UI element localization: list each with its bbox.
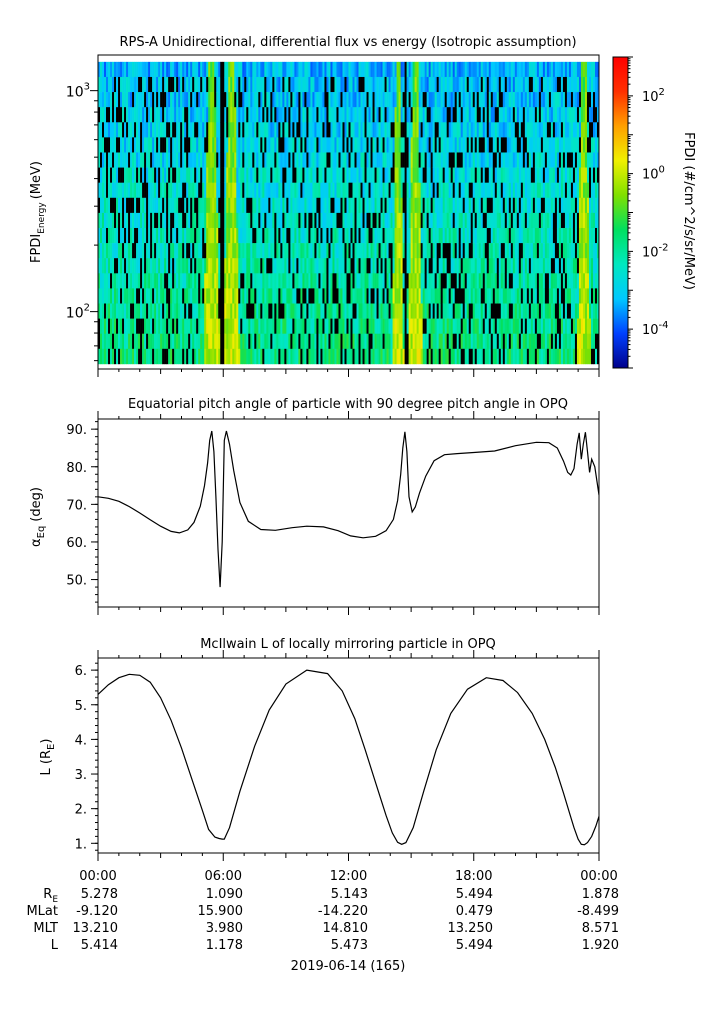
ephemeris-value: 5.278	[81, 887, 118, 902]
ephemeris-value: 8.571	[582, 921, 619, 936]
colorbar-tick-label: 10-2	[642, 242, 669, 260]
ephemeris-value: 3.980	[206, 921, 243, 936]
panel2-ylabel: αEq (deg)	[29, 487, 47, 547]
colorbar-label: FPDI (#/cm^2/s/sr/MeV)	[681, 132, 696, 290]
ephemeris-value: -14.220	[318, 904, 368, 919]
colorbar-tick-label: 100	[642, 165, 665, 183]
panel2-ylabel-main: α	[29, 538, 44, 547]
panel1-ylabel-sub: Energy	[37, 202, 47, 234]
time-tick-label: 06:00	[205, 869, 242, 884]
ytick-label: 4.	[75, 733, 87, 748]
pitch-angle-line	[98, 430, 599, 588]
ephemeris-value: 5.494	[456, 887, 493, 902]
panel1-ylabel-unit: (MeV)	[29, 161, 44, 199]
ephemeris-value: 5.143	[331, 887, 368, 902]
colorbar-tick-label: 102	[642, 87, 665, 105]
ephemeris-value: 5.414	[81, 938, 118, 953]
ytick-label: 80.	[66, 461, 87, 476]
ephemeris-value: 0.479	[456, 904, 493, 919]
panel1-ytick-label: 102	[66, 303, 90, 322]
ephemeris-row-label: MLT	[33, 921, 58, 936]
ephemeris-value: 13.210	[73, 921, 119, 936]
panel3-ylabel-main: L (R	[39, 750, 54, 775]
colorbar-tick-label: 10-4	[642, 320, 669, 338]
mcilwain-l-line	[98, 669, 599, 846]
ephemeris-row-label: L	[51, 938, 59, 953]
colorbar-ticks: 102 100 10-2 10-4	[628, 56, 669, 369]
ephemeris-value: 1.920	[582, 938, 619, 953]
ephemeris-row-label: MLat	[26, 904, 58, 919]
ytick-label: 6.	[75, 664, 87, 679]
panel3-ylabel-unit: )	[39, 739, 54, 744]
ephemeris-value: 5.473	[331, 938, 368, 953]
ytick-label: 50.	[66, 574, 87, 589]
panel2-frame	[97, 418, 600, 608]
time-tick-label: 12:00	[330, 869, 367, 884]
panel3-ylabel: L (RE)	[39, 739, 57, 776]
ephemeris-value: 1.178	[206, 938, 243, 953]
panel1-ylabel-main: FPDI	[29, 234, 44, 263]
panel2-ylabel-unit: (deg)	[29, 487, 44, 522]
time-tick-label: 00:00	[580, 869, 617, 884]
ytick-label: 90.	[66, 423, 87, 438]
panel2-ylabel-sub: Eq	[36, 526, 47, 539]
ephemeris-value: -8.499	[577, 904, 619, 919]
panel3-title: McIlwain L of locally mirroring particle…	[200, 637, 496, 652]
ytick-label: 2.	[75, 803, 87, 818]
panel3-ticks: 1. 2. 3. 4. 5. 6.	[75, 650, 600, 861]
time-tick-label: 00:00	[79, 869, 116, 884]
ephemeris-value: 14.810	[323, 921, 369, 936]
ytick-label: 1.	[75, 837, 87, 852]
ephemeris-row-label: RE	[43, 887, 58, 905]
time-axis-labels: 00:00 06:00 12:00 18:00 00:00	[79, 869, 617, 884]
ephemeris-table: RE 5.278 1.090 5.143 5.494 1.878 MLat -9.120 15.…	[26, 887, 619, 953]
panel2-title: Equatorial pitch angle of particle with …	[128, 397, 568, 412]
spectrogram	[98, 61, 599, 365]
ytick-label: 3.	[75, 768, 87, 783]
ephemeris-value: 1.090	[206, 887, 243, 902]
panel2-ticks: 50. 60. 70. 80. 90.	[66, 411, 600, 615]
date-label: 2019-06-14 (165)	[291, 959, 406, 974]
ephemeris-value: 1.878	[582, 887, 619, 902]
time-tick-label: 18:00	[455, 869, 492, 884]
ytick-label: 60.	[66, 536, 87, 551]
ephemeris-value: 15.900	[198, 904, 244, 919]
colorbar	[612, 56, 629, 369]
ephemeris-value: -9.120	[76, 904, 118, 919]
panel3-ylabel-sub: E	[46, 744, 57, 750]
panel1-ytick-label: 103	[66, 82, 90, 101]
panel1-ticks: 102 103	[66, 82, 600, 377]
ytick-label: 70.	[66, 498, 87, 513]
ephemeris-value: 13.250	[448, 921, 494, 936]
panel3-frame	[97, 657, 600, 854]
ephemeris-value: 5.494	[456, 938, 493, 953]
panel1-ylabel: FPDIEnergy (MeV)	[29, 161, 47, 263]
panel1-title: RPS-A Unidirectional, differential flux …	[119, 35, 576, 50]
ytick-label: 5.	[75, 699, 87, 714]
